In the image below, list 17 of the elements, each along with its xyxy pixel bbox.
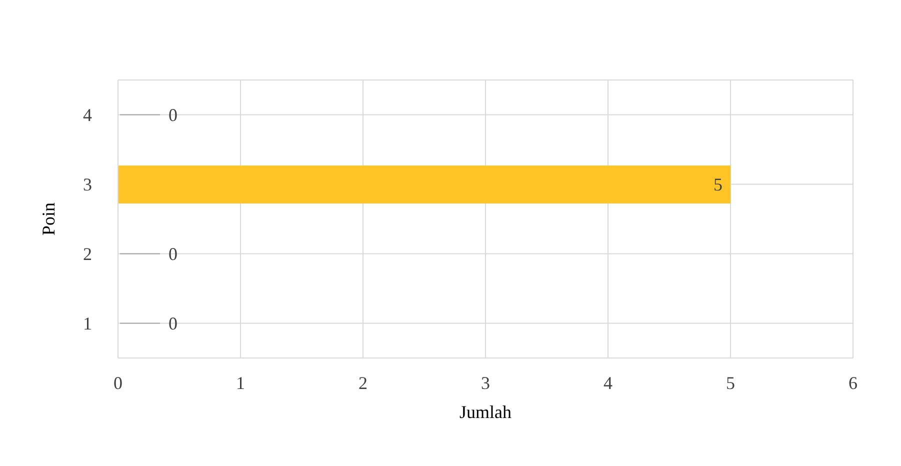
x-axis-title: Jumlah bbox=[460, 402, 512, 422]
data-label: 0 bbox=[168, 314, 178, 334]
x-tick-label: 5 bbox=[726, 372, 735, 393]
x-tick-label: 0 bbox=[114, 372, 122, 393]
y-tick-label: 2 bbox=[83, 244, 92, 264]
y-axis-title: Poin bbox=[38, 202, 58, 236]
data-label: 0 bbox=[168, 244, 178, 264]
data-label: 0 bbox=[168, 105, 178, 126]
x-tick-label: 1 bbox=[236, 372, 245, 393]
x-tick-label: 2 bbox=[358, 372, 368, 393]
x-tick-label: 6 bbox=[848, 372, 858, 393]
y-tick-label: 3 bbox=[83, 174, 92, 195]
y-tick-label: 1 bbox=[83, 314, 92, 334]
x-tick-label: 4 bbox=[604, 372, 612, 393]
data-label: 5 bbox=[714, 174, 722, 195]
x-tick-label: 3 bbox=[481, 372, 490, 393]
y-tick-label: 4 bbox=[83, 105, 92, 126]
